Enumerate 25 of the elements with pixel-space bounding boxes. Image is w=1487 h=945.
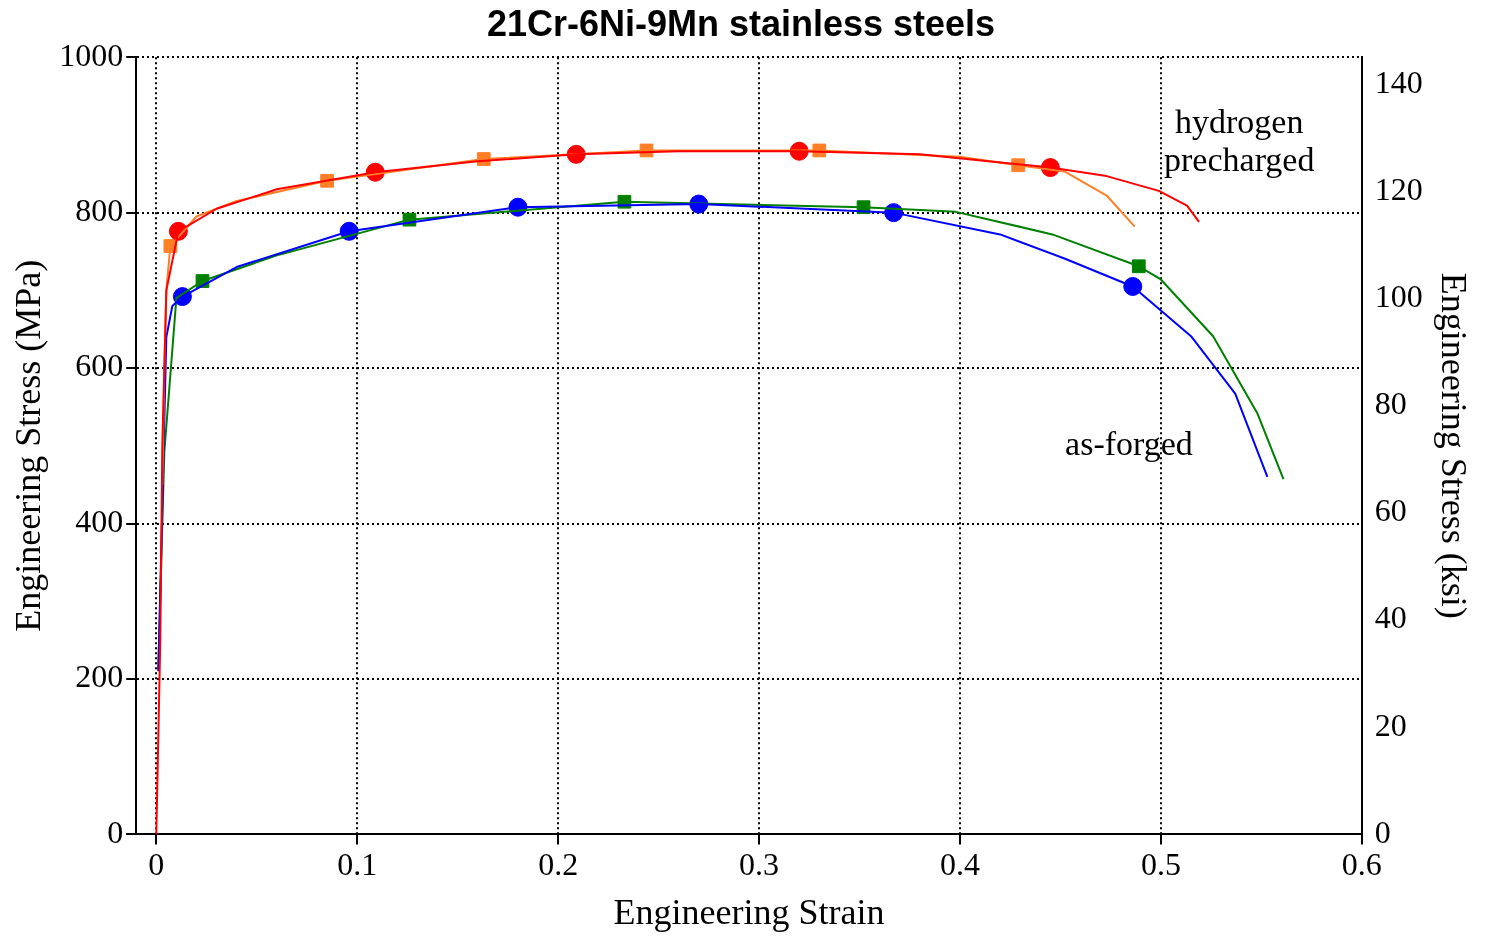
x-tick-label: 0.3 <box>739 846 780 883</box>
y2-tick-label: 80 <box>1374 385 1407 422</box>
x-tick-label: 0.1 <box>337 846 378 883</box>
y2-tick-label: 60 <box>1374 492 1407 529</box>
y-tick-label: 400 <box>75 502 124 539</box>
x-axis-title: Engineering Strain <box>613 891 885 932</box>
y-tick-label: 600 <box>75 347 124 384</box>
annotation: hydrogen precharged <box>1164 102 1315 178</box>
y2-tick-label: 120 <box>1374 170 1423 207</box>
annotation: as-forged <box>1065 424 1193 462</box>
x-tick-label: 0 <box>148 846 165 883</box>
y-tick-label: 0 <box>107 813 124 850</box>
x-tick-label: 0.2 <box>538 846 579 883</box>
x-tick-label: 0.5 <box>1140 846 1181 883</box>
y-tick-label: 200 <box>75 658 124 695</box>
y-axis-title: Engineering Stress (MPa) <box>8 259 49 632</box>
y2-tick-label: 40 <box>1374 599 1407 636</box>
x-tick-label: 0.4 <box>939 846 980 883</box>
y-tick-label: 1000 <box>59 36 124 73</box>
chart-title: 21Cr-6Ni-9Mn stainless steels <box>486 2 996 44</box>
y2-tick-label: 140 <box>1374 63 1423 100</box>
y2-axis-title: Engineering Stress (ksi) <box>1433 272 1474 619</box>
y2-tick-label: 20 <box>1374 706 1407 743</box>
y2-tick-label: 100 <box>1374 277 1423 314</box>
y-tick-label: 800 <box>75 192 124 229</box>
